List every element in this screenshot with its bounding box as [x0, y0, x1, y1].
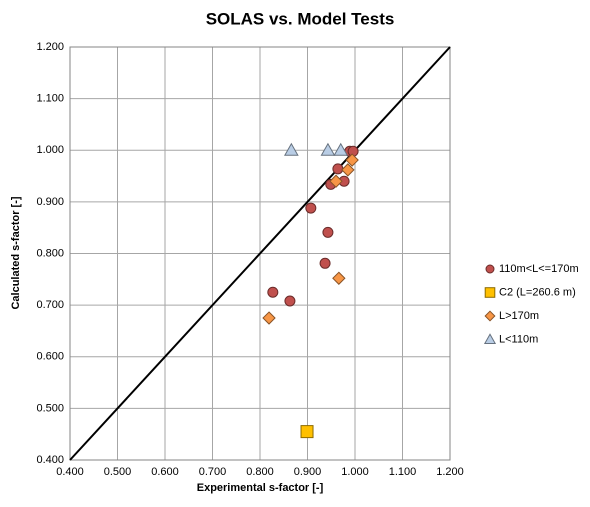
point: [345, 153, 359, 167]
chart-title: SOLAS vs. Model Tests: [206, 9, 395, 28]
legend-marker: [483, 333, 497, 344]
point: [319, 257, 331, 269]
legend-label: 110m<L<=170m: [499, 263, 579, 275]
legend-label: C2 (L=260.6 m): [499, 286, 576, 298]
x-tick-label: 1.100: [389, 466, 417, 478]
legend-label: L<110m: [499, 333, 538, 345]
y-tick-label: 0.700: [36, 299, 64, 311]
x-tick-label: 0.900: [294, 466, 322, 478]
y-axis-label: Calculated s-factor [-]: [10, 196, 22, 309]
point: [300, 425, 314, 439]
x-tick-label: 0.400: [56, 466, 84, 478]
point: [267, 286, 279, 298]
legend-marker: [484, 310, 496, 322]
x-tick-label: 1.000: [341, 466, 369, 478]
y-tick-label: 0.500: [36, 402, 64, 414]
x-tick-label: 0.800: [246, 466, 274, 478]
point: [262, 311, 276, 325]
y-tick-label: 1.100: [36, 93, 64, 105]
legend-label: L>170m: [499, 310, 539, 322]
plot-border: [69, 46, 451, 461]
x-tick-label: 0.700: [199, 466, 227, 478]
y-tick-label: 1.000: [36, 144, 64, 156]
point: [284, 295, 296, 307]
y-tick-label: 1.200: [36, 41, 64, 53]
point: [329, 174, 343, 188]
point: [332, 271, 346, 285]
x-tick-label: 0.500: [104, 466, 132, 478]
point: [283, 142, 299, 156]
reference-line: [69, 46, 451, 461]
x-axis-label: Experimental s-factor [-]: [197, 482, 324, 494]
x-tick-label: 1.200: [436, 466, 464, 478]
y-tick-label: 0.400: [36, 454, 64, 466]
y-tick-label: 0.600: [36, 351, 64, 363]
point: [332, 163, 344, 175]
y-tick-label: 0.800: [36, 247, 64, 259]
point: [322, 226, 334, 238]
point: [320, 142, 336, 156]
legend-marker: [484, 287, 496, 298]
x-tick-label: 0.600: [151, 466, 179, 478]
point: [333, 142, 349, 156]
point: [305, 202, 317, 214]
legend-marker: [485, 264, 495, 274]
y-tick-label: 0.900: [36, 196, 64, 208]
point: [341, 163, 355, 177]
